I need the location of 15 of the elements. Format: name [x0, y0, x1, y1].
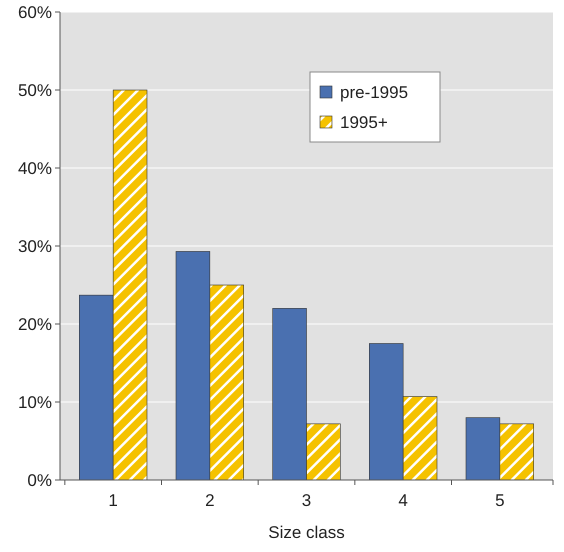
y-tick-label: 40%	[18, 158, 52, 178]
y-tick-label: 0%	[27, 470, 52, 490]
y-tick-label: 20%	[18, 314, 52, 334]
x-axis-title: Size class	[268, 523, 345, 542]
legend-label: 1995+	[340, 112, 388, 132]
legend-label: pre-1995	[340, 82, 408, 102]
y-tick-label: 60%	[18, 2, 52, 22]
x-tick-label: 5	[495, 491, 505, 510]
x-tick-label: 1	[108, 491, 118, 510]
x-tick-label: 2	[205, 491, 215, 510]
y-tick-label: 50%	[18, 80, 52, 100]
y-tick-label: 10%	[18, 392, 52, 412]
x-tick-label: 4	[398, 491, 408, 510]
y-tick-label: 30%	[18, 236, 52, 256]
x-tick-label: 3	[302, 491, 312, 510]
